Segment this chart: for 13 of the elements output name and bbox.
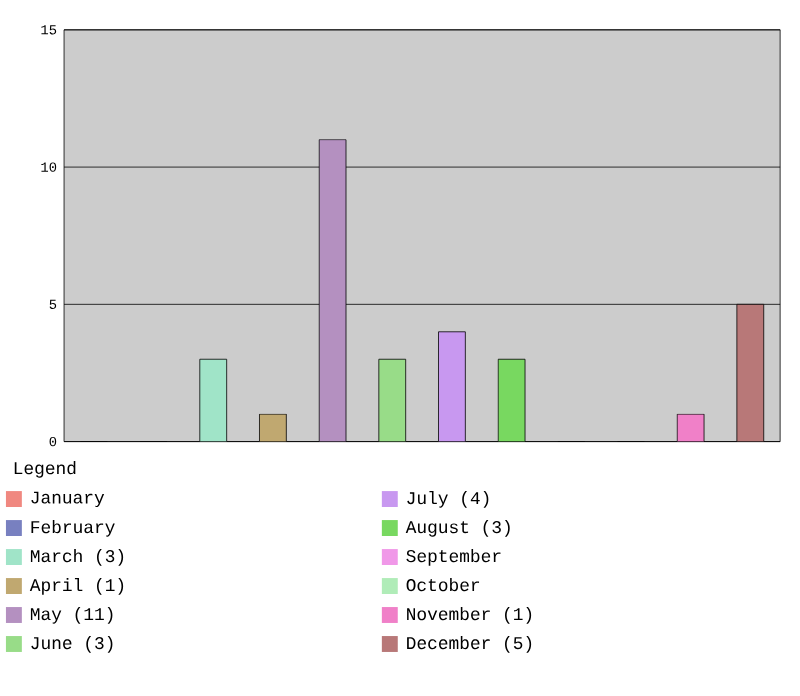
legend-label: December (5) [407,635,532,653]
legend-label: September [406,548,501,566]
legend-label: May (11) [30,606,113,624]
legend-title: Legend [14,461,76,478]
legend-label: November (1) [407,606,532,624]
legend-label: July (4) [407,490,489,508]
legend-label: April (1) [29,577,124,595]
legend-label: October [406,577,480,592]
legend-label: March (3) [30,548,124,566]
legend-label: February [31,519,115,537]
legend-label: January [31,491,105,508]
legend-label: June (3) [31,635,113,653]
legend-label: August (3) [405,519,510,537]
